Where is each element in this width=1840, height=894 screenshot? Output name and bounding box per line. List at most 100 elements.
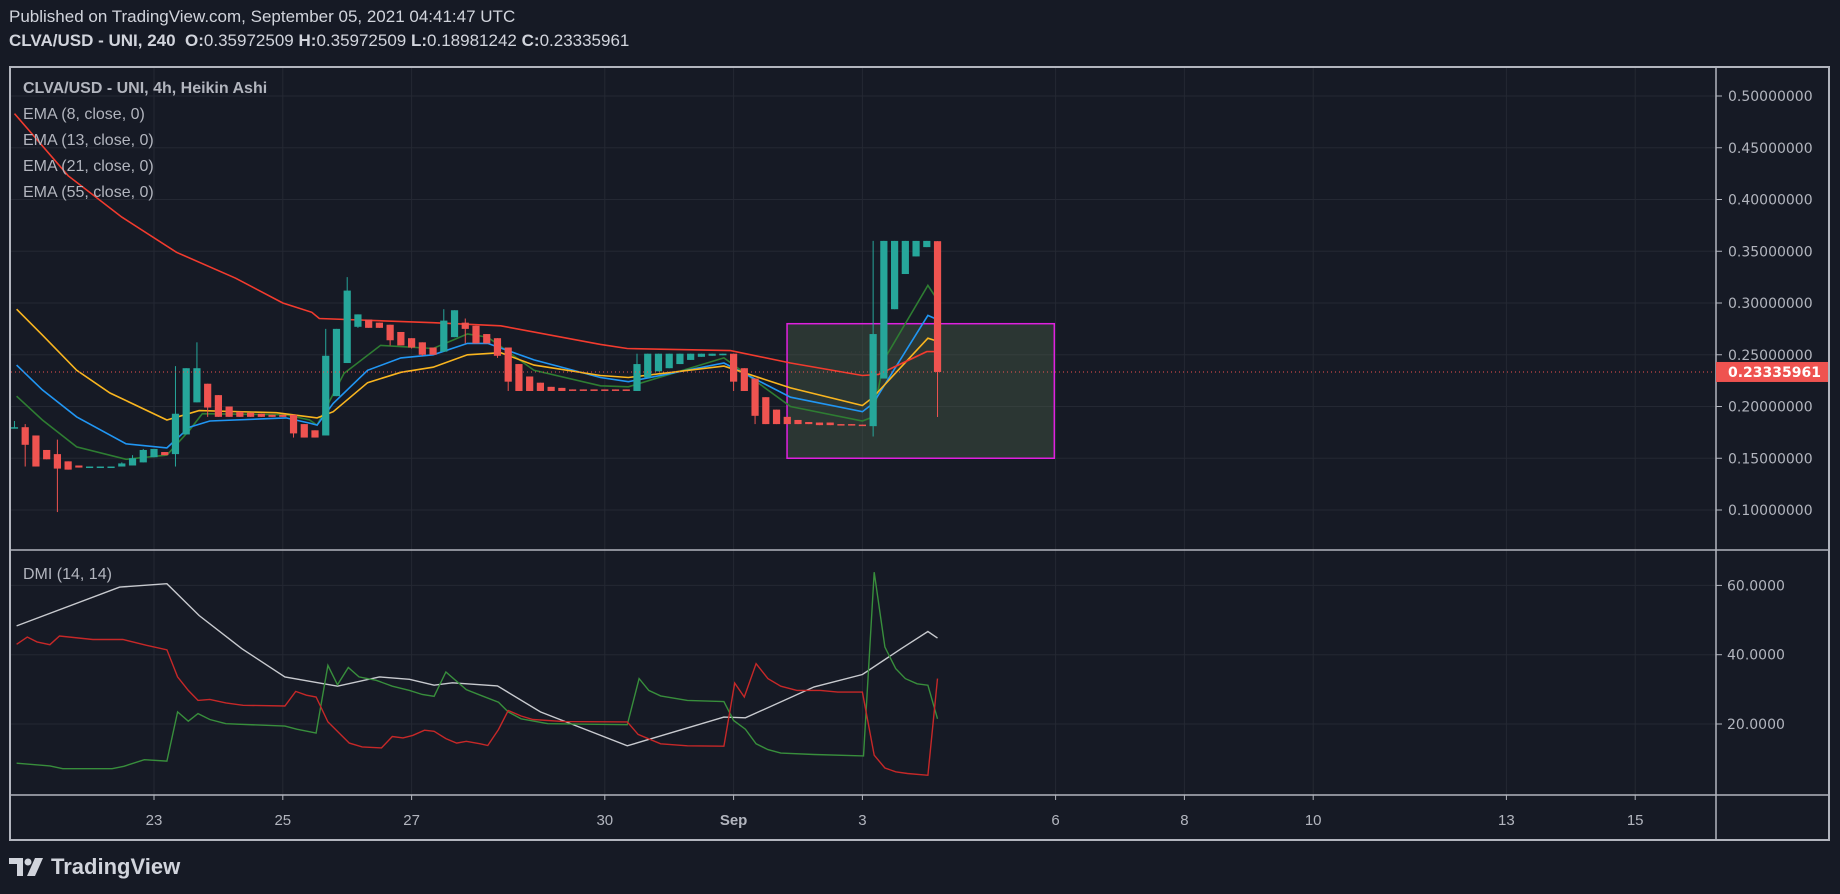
candle [407, 338, 416, 349]
time-tick-label: 23 [146, 812, 163, 829]
candle-body [526, 376, 534, 391]
candle [246, 412, 255, 417]
candle [343, 277, 351, 364]
candle [858, 424, 866, 427]
candle-body [719, 353, 727, 356]
candle [848, 424, 856, 426]
candle [375, 322, 383, 328]
candle [21, 424, 29, 467]
candle [526, 376, 534, 391]
candle [644, 353, 652, 378]
candle [85, 466, 94, 469]
candle [440, 309, 448, 352]
candle [590, 389, 598, 391]
candle [161, 452, 169, 456]
candle [837, 424, 845, 426]
candle-body [654, 353, 663, 372]
dmi-legend[interactable]: DMI (14, 14) [23, 566, 112, 583]
candle [225, 406, 233, 417]
candle [601, 389, 609, 391]
candle [633, 353, 641, 391]
candle-body [354, 314, 362, 327]
candle [568, 389, 577, 391]
candle [365, 319, 373, 328]
candle [332, 328, 341, 397]
price-tick-label: 0.25000000 [1728, 348, 1813, 364]
candle [901, 240, 909, 275]
ema55-legend[interactable]: EMA (55, close, 0) [23, 184, 154, 201]
candle [719, 353, 727, 356]
dmi-line-adx [16, 582, 938, 747]
candle-body [483, 334, 491, 344]
candle-body [622, 389, 630, 391]
candle-body [665, 353, 673, 369]
time-tick-label: 6 [1051, 812, 1059, 829]
candle-body [848, 424, 856, 426]
candle-body [375, 322, 383, 328]
candle-body [182, 368, 190, 435]
candle [783, 416, 791, 425]
candle-body [332, 328, 341, 397]
candle-body [611, 389, 620, 391]
ema13-legend[interactable]: EMA (13, close, 0) [23, 132, 154, 149]
chart-title-legend[interactable]: CLVA/USD - UNI, 4h, Heikin Ashi [23, 80, 268, 97]
candle-body [590, 389, 598, 391]
candle-body [429, 347, 437, 355]
time-tick-label: 30 [596, 812, 613, 829]
open-value: 0.35972509 [203, 31, 294, 50]
candle [300, 424, 308, 438]
candle-body [128, 458, 137, 466]
candle-body [171, 413, 180, 455]
chart-frame [9, 66, 1830, 841]
candle [687, 353, 695, 360]
candle [515, 364, 523, 391]
candle [182, 368, 190, 435]
candle [139, 448, 147, 463]
ema21-legend[interactable]: EMA (21, close, 0) [23, 158, 154, 175]
high-value: 0.35972509 [316, 31, 407, 50]
candle [826, 422, 834, 426]
candle [869, 240, 877, 437]
time-tick-label: 27 [403, 812, 420, 829]
price-tick-label: 0.50000000 [1728, 89, 1813, 105]
candle-body [193, 368, 201, 403]
rectangle-drawing[interactable] [786, 322, 1056, 460]
candle [536, 382, 544, 391]
candle [386, 324, 394, 346]
candle [461, 318, 469, 344]
tradingview-logo-icon [9, 858, 43, 876]
candle-body [257, 413, 265, 417]
candle [622, 389, 630, 391]
candle [472, 325, 480, 344]
candle-body [579, 389, 587, 391]
tradingview-logo[interactable]: TradingView [9, 854, 180, 880]
price-pane[interactable] [11, 113, 1716, 513]
candle [107, 466, 115, 469]
candle [933, 241, 942, 418]
candle [53, 439, 61, 513]
candle-body [901, 240, 909, 275]
candle-body [504, 347, 512, 382]
candle [697, 353, 705, 357]
symbol-ohlc-line: CLVA/USD - UNI, 240 O:0.35972509 H:0.359… [9, 31, 629, 51]
candle-body [461, 322, 469, 329]
ema8-legend[interactable]: EMA (8, close, 0) [23, 106, 145, 123]
time-tick-label: 25 [274, 812, 291, 829]
candle-body [21, 427, 29, 445]
candle-body [440, 320, 448, 352]
candle-body [418, 342, 426, 355]
close-value: 0.23335961 [539, 31, 630, 50]
candle-body [322, 355, 330, 436]
candle-body [279, 414, 287, 417]
candle-body [96, 466, 104, 469]
candle [11, 420, 19, 429]
dmi-pane[interactable] [16, 572, 939, 777]
time-tick-label: 10 [1305, 812, 1322, 829]
price-tick-label: 0.20000000 [1728, 400, 1813, 416]
candle-body [762, 397, 770, 425]
candle-body [150, 448, 158, 458]
candle [558, 387, 566, 391]
candle-body [225, 406, 233, 417]
axes: 0.10000000 0.15000000 0.20000000 0.25000000… [9, 66, 1828, 839]
